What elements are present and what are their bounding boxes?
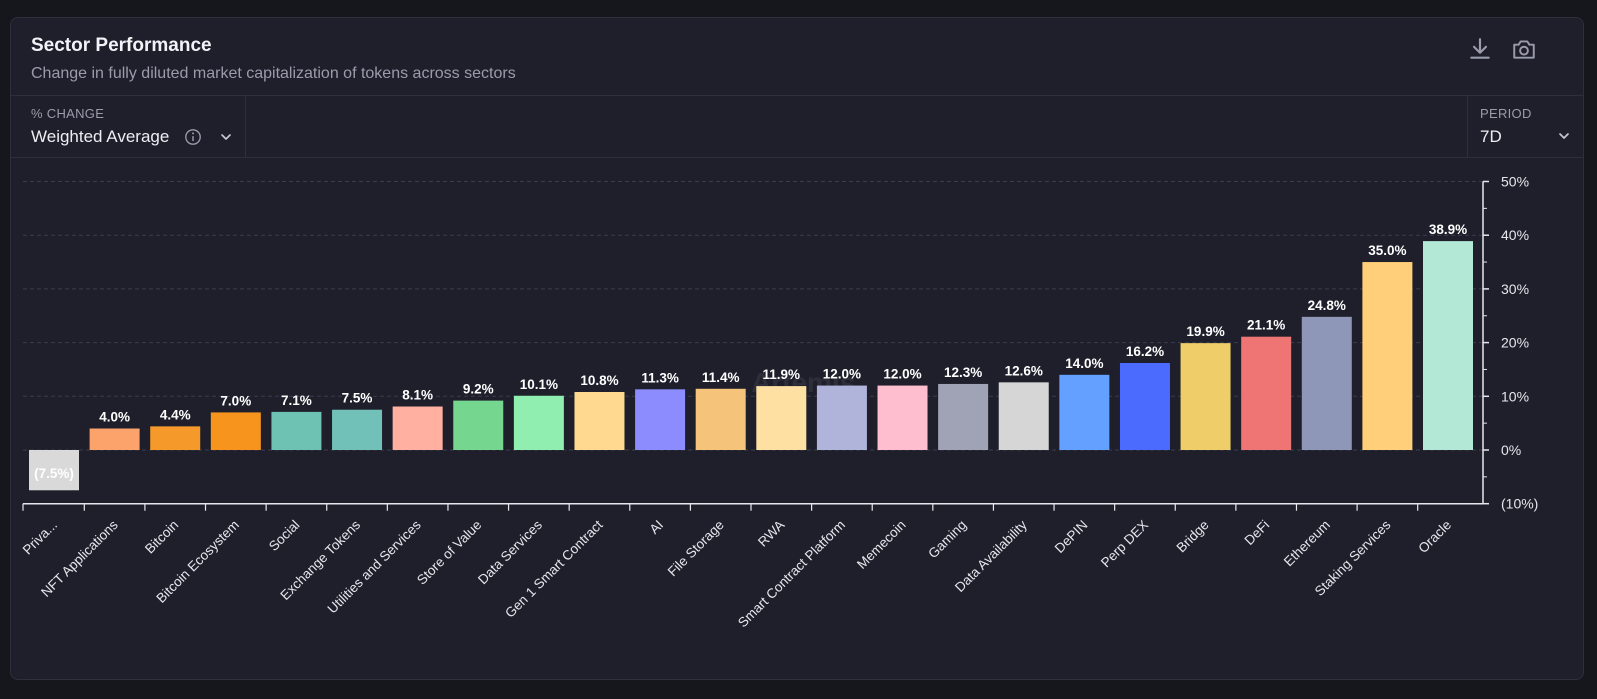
metric-selector[interactable]: % CHANGE Weighted Average	[11, 95, 246, 157]
bar	[695, 388, 746, 450]
bar-chart: Artemis (7.5%)4.0% 4.4%7.0% 7.1% 7.5% 8.1% 9.…	[20, 174, 1539, 631]
data-label: 12.6%	[1005, 363, 1043, 378]
data-label: 7.0%	[220, 393, 251, 408]
chart-subtitle: Change in fully diluted market capitaliz…	[31, 65, 516, 82]
data-label: 11.4%	[702, 370, 740, 385]
bar	[332, 409, 383, 450]
bar	[938, 383, 989, 450]
info-icon[interactable]	[184, 128, 202, 146]
bar	[271, 411, 322, 450]
period-label: PERIOD	[1480, 106, 1532, 121]
y-tick-label: 10%	[1501, 388, 1529, 404]
x-tick-label: Ethereum	[1281, 517, 1333, 569]
x-tick-label: DeFi	[1242, 517, 1273, 548]
x-tick-label: Smart Contract Platform	[735, 517, 848, 630]
data-label: 14.0%	[1065, 356, 1103, 371]
bar	[877, 385, 928, 450]
data-label: 16.2%	[1126, 344, 1164, 359]
chart-bars	[29, 241, 1473, 491]
x-tick-label: DePIN	[1052, 517, 1091, 556]
y-tick-label: 30%	[1501, 281, 1529, 297]
bar	[513, 395, 564, 450]
bar	[89, 428, 140, 450]
chevron-down-icon[interactable]	[219, 130, 233, 144]
metric-value[interactable]: Weighted Average	[31, 127, 170, 146]
chart-title: Sector Performance	[31, 35, 212, 56]
x-tick-label: File Storage	[665, 517, 727, 579]
y-tick-label: 0%	[1501, 442, 1521, 458]
data-label: 10.1%	[520, 377, 558, 392]
x-tick-label: Perp DEX	[1098, 517, 1151, 570]
x-tick-label: Oracle	[1415, 517, 1454, 556]
bar	[29, 450, 79, 491]
data-label: 12.0%	[823, 367, 861, 382]
data-label: 12.0%	[883, 367, 921, 382]
data-label: 12.3%	[944, 365, 982, 380]
bar	[1241, 336, 1292, 450]
chart-grid	[23, 181, 1483, 451]
data-label: 10.8%	[580, 373, 618, 388]
y-tick-label: (10%)	[1501, 496, 1538, 512]
chart-controls: % CHANGE Weighted Average PERIOD 7D	[11, 95, 1583, 158]
bar	[392, 406, 443, 450]
data-label: 11.9%	[763, 367, 801, 382]
bar	[816, 385, 867, 450]
bar	[998, 382, 1049, 450]
x-tick-label: Priva...	[20, 517, 60, 557]
bar	[1180, 343, 1231, 450]
x-tick-label: Store of Value	[414, 517, 484, 587]
x-tick-label: Gaming	[925, 517, 969, 561]
x-tick-label: RWA	[755, 517, 787, 549]
x-tick-label: Bridge	[1173, 517, 1211, 555]
data-label: 35.0%	[1368, 243, 1406, 258]
y-tick-label: 50%	[1501, 174, 1529, 190]
camera-icon[interactable]	[1511, 36, 1537, 62]
x-tick-label: Bitcoin	[142, 517, 181, 556]
data-label: 4.4%	[160, 407, 191, 422]
data-label: 7.5%	[342, 391, 373, 406]
bar	[1059, 374, 1110, 450]
bar	[1423, 241, 1473, 450]
data-label: 38.9%	[1429, 222, 1467, 237]
bar	[1301, 316, 1352, 450]
period-selector[interactable]: PERIOD 7D	[1467, 95, 1583, 157]
bar	[756, 386, 807, 450]
period-value[interactable]: 7D	[1480, 127, 1502, 146]
sector-performance-card: Sector Performance Change in fully dilut…	[10, 17, 1584, 680]
x-tick-label: AI	[647, 517, 667, 537]
download-icon[interactable]	[1467, 36, 1493, 62]
data-label: 11.3%	[641, 370, 679, 385]
metric-label: % CHANGE	[31, 106, 105, 121]
bar	[210, 412, 261, 450]
data-label: 8.1%	[402, 388, 433, 403]
data-label: 4.0%	[99, 410, 130, 425]
chart-value-labels: (7.5%) 4.0% 4.4% 7.0% 7.1% 7.5% 8.1% 9.2% 10.1% 1…	[34, 222, 1467, 481]
bar	[635, 389, 686, 450]
bar	[1119, 363, 1170, 450]
data-label: 19.9%	[1186, 324, 1224, 339]
bar	[1362, 262, 1413, 450]
x-tick-label: Social	[266, 517, 303, 554]
chevron-down-icon[interactable]	[1557, 129, 1571, 143]
bar	[453, 400, 504, 450]
x-tick-label: Memecoin	[854, 517, 909, 572]
y-tick-label: 40%	[1501, 227, 1529, 243]
data-label: 9.2%	[463, 382, 494, 397]
y-tick-label: 20%	[1501, 335, 1529, 351]
data-label: 24.8%	[1308, 298, 1346, 313]
chart-axes: 50% 40% 30% 20% 10% 0% (10%)	[22, 174, 1538, 512]
data-label: 21.1%	[1247, 318, 1285, 333]
bar	[574, 392, 625, 450]
data-label: 7.1%	[281, 393, 312, 408]
data-label: (7.5%)	[34, 466, 74, 481]
card-header: Sector Performance Change in fully dilut…	[11, 18, 1583, 96]
bar	[150, 426, 201, 450]
